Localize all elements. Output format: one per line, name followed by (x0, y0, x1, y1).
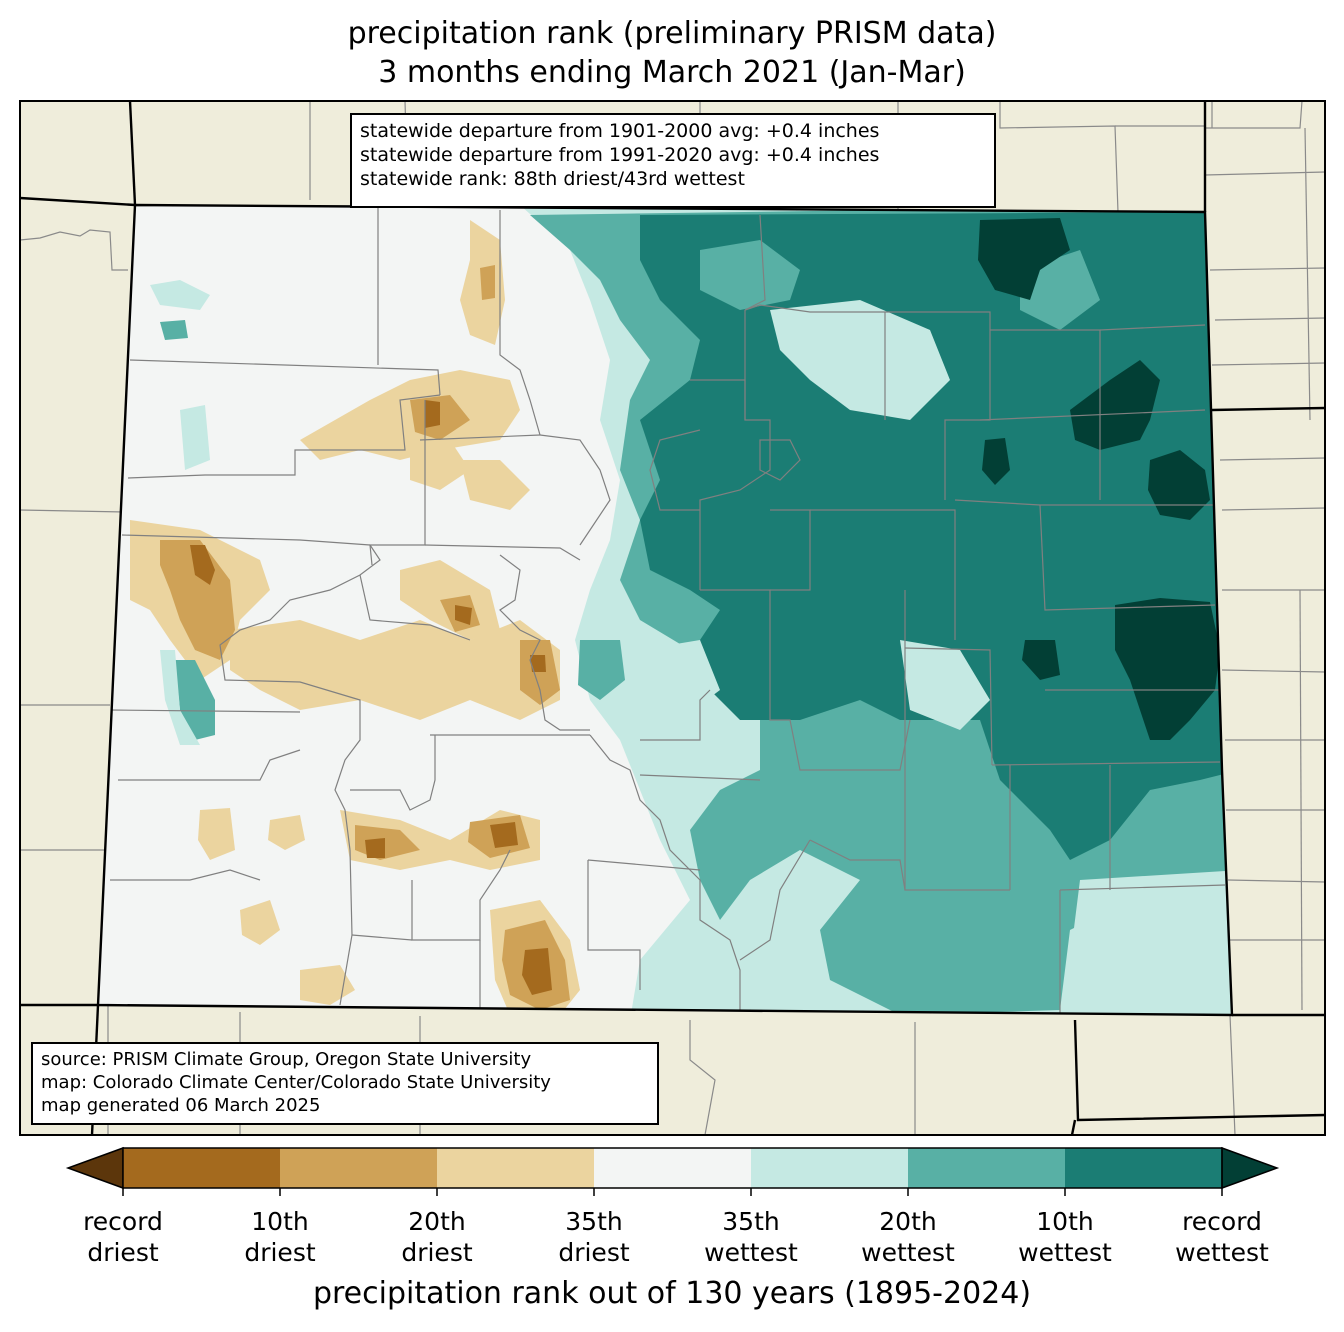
dry35-north-central (300, 370, 520, 460)
tick-label-line-1: 20th (408, 1207, 466, 1236)
colorbar-tick-label: 20th driest (362, 1206, 512, 1268)
colorado-border (96, 203, 1234, 1017)
tick-label-line-2: driest (401, 1238, 473, 1267)
wet-spot-central-light (180, 405, 210, 470)
record-wet-northeast (978, 218, 1070, 300)
wet-top-region (640, 212, 1232, 860)
record-wet-east-a (1070, 360, 1160, 450)
map-title-line-2: 3 months ending March 2021 (Jan-Mar) (378, 55, 966, 90)
record-wet-small-b (1022, 640, 1060, 680)
tick-label-line-2: driest (87, 1238, 159, 1267)
tick-label-line-1: record (83, 1207, 163, 1236)
wet-spot-front-range (578, 640, 625, 700)
record-dry-g (530, 655, 546, 672)
record-dry-d (490, 822, 518, 848)
colorbar-tick-label: 35th wettest (676, 1206, 826, 1268)
colorbar-outline (122, 1147, 1223, 1189)
map-title-line-1: precipitation rank (preliminary PRISM da… (347, 16, 997, 51)
stats-departure-1901-2000: statewide departure from 1901-2000 avg: … (360, 120, 880, 142)
tick-label-line-1: 35th (722, 1207, 780, 1236)
map-frame-border (19, 100, 1326, 1136)
record-dry-b (425, 400, 440, 428)
tick-label-line-2: wettest (1018, 1238, 1112, 1267)
record-dry-c (455, 605, 472, 625)
source-credits-box: source: PRISM Climate Group, Oregon Stat… (31, 1042, 659, 1125)
tick-label-line-1: 10th (251, 1207, 309, 1236)
dry20-west (160, 540, 235, 660)
record-dry-e (522, 948, 552, 995)
dry35-central (230, 620, 560, 720)
state-borders (20, 101, 1325, 1135)
stats-statewide-rank: statewide rank: 88th driest/43rd wettest (360, 168, 745, 190)
dry35-southwest-b (240, 900, 280, 945)
map-credit-line: map: Colorado Climate Center/Colorado St… (41, 1072, 551, 1093)
record-dry-f (365, 838, 385, 858)
colorbar-extend-dry (65, 1146, 124, 1190)
wet-light-patch-north (770, 300, 950, 420)
wet-mid-patch-north (700, 240, 800, 310)
tick-label-line-2: wettest (704, 1238, 798, 1267)
colorbar-tick-label: 10th driest (205, 1206, 355, 1268)
colorado-rank-field (98, 205, 1232, 1015)
colorado-county-lines (109, 205, 1226, 1015)
colorbar-segment (437, 1148, 595, 1188)
wet-spot-northwest (160, 320, 188, 340)
wet-light-patch-south (1070, 870, 1232, 1015)
dry35-west-b (268, 815, 305, 850)
stats-departure-1991-2020: statewide departure from 1991-2020 avg: … (360, 144, 880, 166)
generated-date-line: map generated 06 March 2025 (41, 1095, 321, 1116)
colorbar-segment (1065, 1148, 1223, 1188)
wet-light-patch-southeast (900, 640, 990, 730)
colorbar-axis-label: precipitation rank out of 130 years (189… (312, 1276, 1032, 1311)
dry35-east-slope (460, 460, 530, 510)
tick-label-line-1: 10th (1036, 1207, 1094, 1236)
colorbar-segment (594, 1148, 752, 1188)
tick-label-line-2: driest (558, 1238, 630, 1267)
colorbar-tick-label: 10th wettest (990, 1206, 1140, 1268)
dry20-central (520, 640, 560, 705)
tick-label-line-2: driest (244, 1238, 316, 1267)
tick-label-line-2: wettest (861, 1238, 955, 1267)
colorbar-tick-label: record driest (48, 1206, 198, 1268)
colorbar-segment (751, 1148, 909, 1188)
wet-spot-west-light (160, 650, 200, 745)
colorbar-tick-label: 35th driest (519, 1206, 669, 1268)
colorbar-tick-label: record wettest (1147, 1206, 1297, 1268)
tick-label-line-2: wettest (1175, 1238, 1269, 1267)
record-dry-a (190, 545, 215, 585)
record-wet-southeast (1115, 598, 1220, 740)
tick-label-line-1: record (1182, 1207, 1262, 1236)
colorbar-segment (908, 1148, 1066, 1188)
statewide-stats-box: statewide departure from 1901-2000 avg: … (350, 113, 996, 208)
tick-label-line-1: 35th (565, 1207, 623, 1236)
colorbar (65, 1146, 1280, 1196)
colorbar-segment (123, 1148, 281, 1188)
wet-spot-north-light (150, 280, 210, 310)
source-line: source: PRISM Climate Group, Oregon Stat… (41, 1049, 532, 1070)
dry35-south-c (198, 808, 235, 860)
colorbar-segment (280, 1148, 438, 1188)
colorbar-extend-wet (1221, 1146, 1280, 1190)
tick-label-line-1: 20th (879, 1207, 937, 1236)
record-wet-east-b (1148, 450, 1210, 520)
colorbar-tick-label: 20th wettest (833, 1206, 983, 1268)
record-wet-small-a (982, 438, 1010, 485)
dry20-northwest (480, 265, 495, 300)
